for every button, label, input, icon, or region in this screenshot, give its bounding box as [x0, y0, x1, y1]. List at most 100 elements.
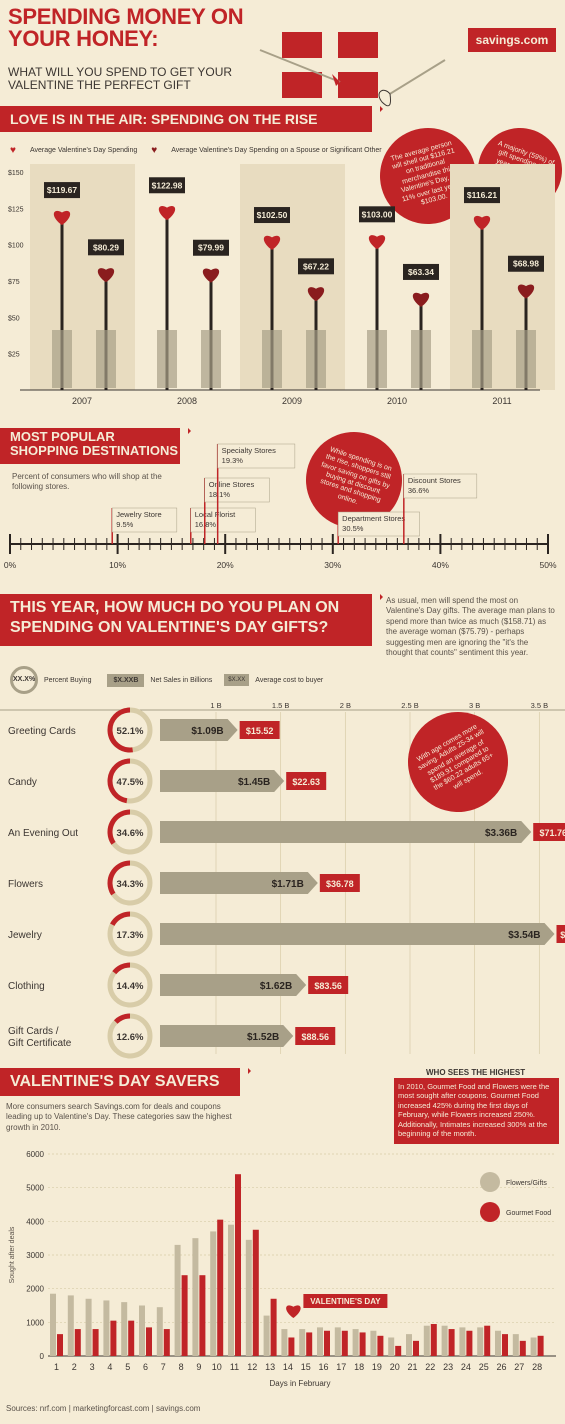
sales-bar	[160, 923, 555, 945]
x-tick-label: 11	[230, 1362, 239, 1372]
percent-label: 14.4%	[117, 981, 144, 992]
bar	[235, 1174, 241, 1356]
sales-bar	[160, 872, 318, 894]
avg-cost-tag	[286, 772, 327, 790]
x-tick-label: 30%	[324, 560, 341, 570]
bar	[537, 1335, 544, 1356]
x-tick-label: 2	[72, 1362, 77, 1372]
bar	[192, 1238, 199, 1356]
heart-icon: ♥	[151, 145, 158, 156]
x-tick-label: 18	[354, 1362, 364, 1372]
y-tick-label: $150	[8, 170, 24, 177]
bar	[156, 1307, 163, 1356]
category-label: Gift Certificate	[8, 1038, 72, 1049]
x-tick-label: 10%	[109, 560, 126, 570]
heart-marker	[202, 268, 220, 283]
section2-desc: Percent of consumers who will shop at th…	[12, 472, 162, 492]
y-tick-label: 5000	[26, 1184, 44, 1193]
value-label: $79.99	[198, 243, 224, 253]
bar	[413, 1340, 419, 1356]
y-tick-label: 1000	[26, 1318, 44, 1327]
y-tick-label: 2000	[26, 1285, 44, 1294]
bar	[519, 1340, 526, 1356]
bar	[288, 1337, 295, 1356]
section4-desc: More consumers search Savings.com for de…	[6, 1102, 232, 1132]
category-label: Gift Cards /	[8, 1026, 59, 1037]
bar	[441, 1325, 448, 1356]
flag-label: Specialty Stores	[222, 446, 276, 455]
category-label: Clothing	[8, 981, 45, 992]
arrow-feather	[472, 330, 492, 388]
section3-desc: As usual, men will spend the most on Val…	[386, 596, 555, 657]
flag-label: Local Florist	[195, 510, 236, 519]
bar	[530, 1337, 537, 1356]
y-tick-label: 6000	[26, 1150, 44, 1159]
value-label-bg	[193, 239, 229, 256]
sales-label: $3.36B	[485, 828, 517, 839]
bar	[423, 1325, 430, 1356]
flowers-gifts-icon	[480, 1172, 500, 1192]
avg-cost-label: $151.53	[560, 930, 565, 940]
x-tick-label: 21	[407, 1362, 417, 1372]
x-tick-label: 16	[318, 1362, 328, 1372]
x-tick-label: 7	[161, 1362, 166, 1372]
bar	[139, 1305, 145, 1356]
legend-sales-label: Net Sales in Billions	[150, 676, 213, 684]
heart-marker	[412, 292, 430, 307]
x-tick-label: 27	[514, 1362, 524, 1372]
value-label: $103.00	[362, 209, 393, 219]
x-tick-label: 5	[125, 1362, 130, 1372]
chart-valentines-savers: 6000 5000 4000 3000 2000 1000 0 Sought after de…	[9, 1150, 556, 1388]
arrow-feather	[96, 330, 116, 388]
year-band	[30, 164, 135, 390]
bar	[85, 1298, 92, 1356]
x-tick-label: 2.5 B	[401, 701, 419, 710]
bar	[121, 1302, 128, 1356]
growth-box: In 2010, Gourmet Food and Flowers were t…	[394, 1078, 559, 1144]
x-tick-label: 25	[479, 1362, 489, 1372]
y-tick-label: $125	[8, 206, 24, 213]
bar	[377, 1335, 384, 1356]
flag-value: 16.8%	[195, 520, 217, 529]
flag-bg	[337, 511, 420, 537]
bar	[163, 1329, 170, 1356]
legend-label: Flowers/Gifts	[506, 1180, 547, 1187]
x-tick-label: 2010	[387, 396, 407, 406]
value-label-bg	[508, 255, 544, 272]
heart-icon: ♥	[10, 145, 16, 156]
x-axis-label: Days in February	[270, 1379, 331, 1388]
arrow-feather	[52, 330, 72, 388]
heart-marker	[517, 284, 535, 299]
page-subtitle: WHAT WILL YOU SPEND TO GET YOUR VALENTIN…	[8, 65, 233, 93]
x-tick-label: 3.5 B	[531, 701, 549, 710]
heart-marker	[263, 235, 281, 251]
bar	[334, 1327, 341, 1356]
flag-value: 36.6%	[408, 486, 430, 495]
arrow-feather	[201, 330, 221, 388]
value-label: $102.50	[257, 210, 288, 220]
x-tick-label: 14	[283, 1362, 293, 1372]
x-tick-label: 19	[372, 1362, 382, 1372]
sales-bar	[160, 770, 285, 792]
bar	[370, 1330, 377, 1356]
value-label: $67.22	[303, 261, 329, 271]
flag-bg	[204, 477, 270, 503]
x-tick-label: 3 B	[469, 701, 480, 710]
y-tick-label: 3000	[26, 1251, 44, 1260]
arrow-feather	[157, 330, 177, 388]
sales-bar	[160, 1025, 294, 1047]
section3-ribbon: THIS YEAR, HOW MUCH DO YOU PLAN ON SPEND…	[0, 594, 383, 646]
x-tick-label: 4	[107, 1362, 112, 1372]
value-label-bg	[464, 187, 500, 204]
brand-logo[interactable]: savings.com	[468, 28, 556, 52]
flag-value: 9.5%	[116, 520, 133, 529]
legend-percent-label: Percent Buying	[44, 676, 92, 684]
x-tick-label: 20%	[217, 560, 234, 570]
avg-cost-tag	[556, 925, 565, 943]
flag-label: Jewelry Store	[116, 510, 161, 519]
legend-avg-icon: $X.XX	[224, 674, 250, 686]
y-axis-label: Sought after deals	[9, 1226, 16, 1283]
sales-bar	[160, 821, 532, 843]
y-tick-label: $50	[8, 315, 20, 322]
